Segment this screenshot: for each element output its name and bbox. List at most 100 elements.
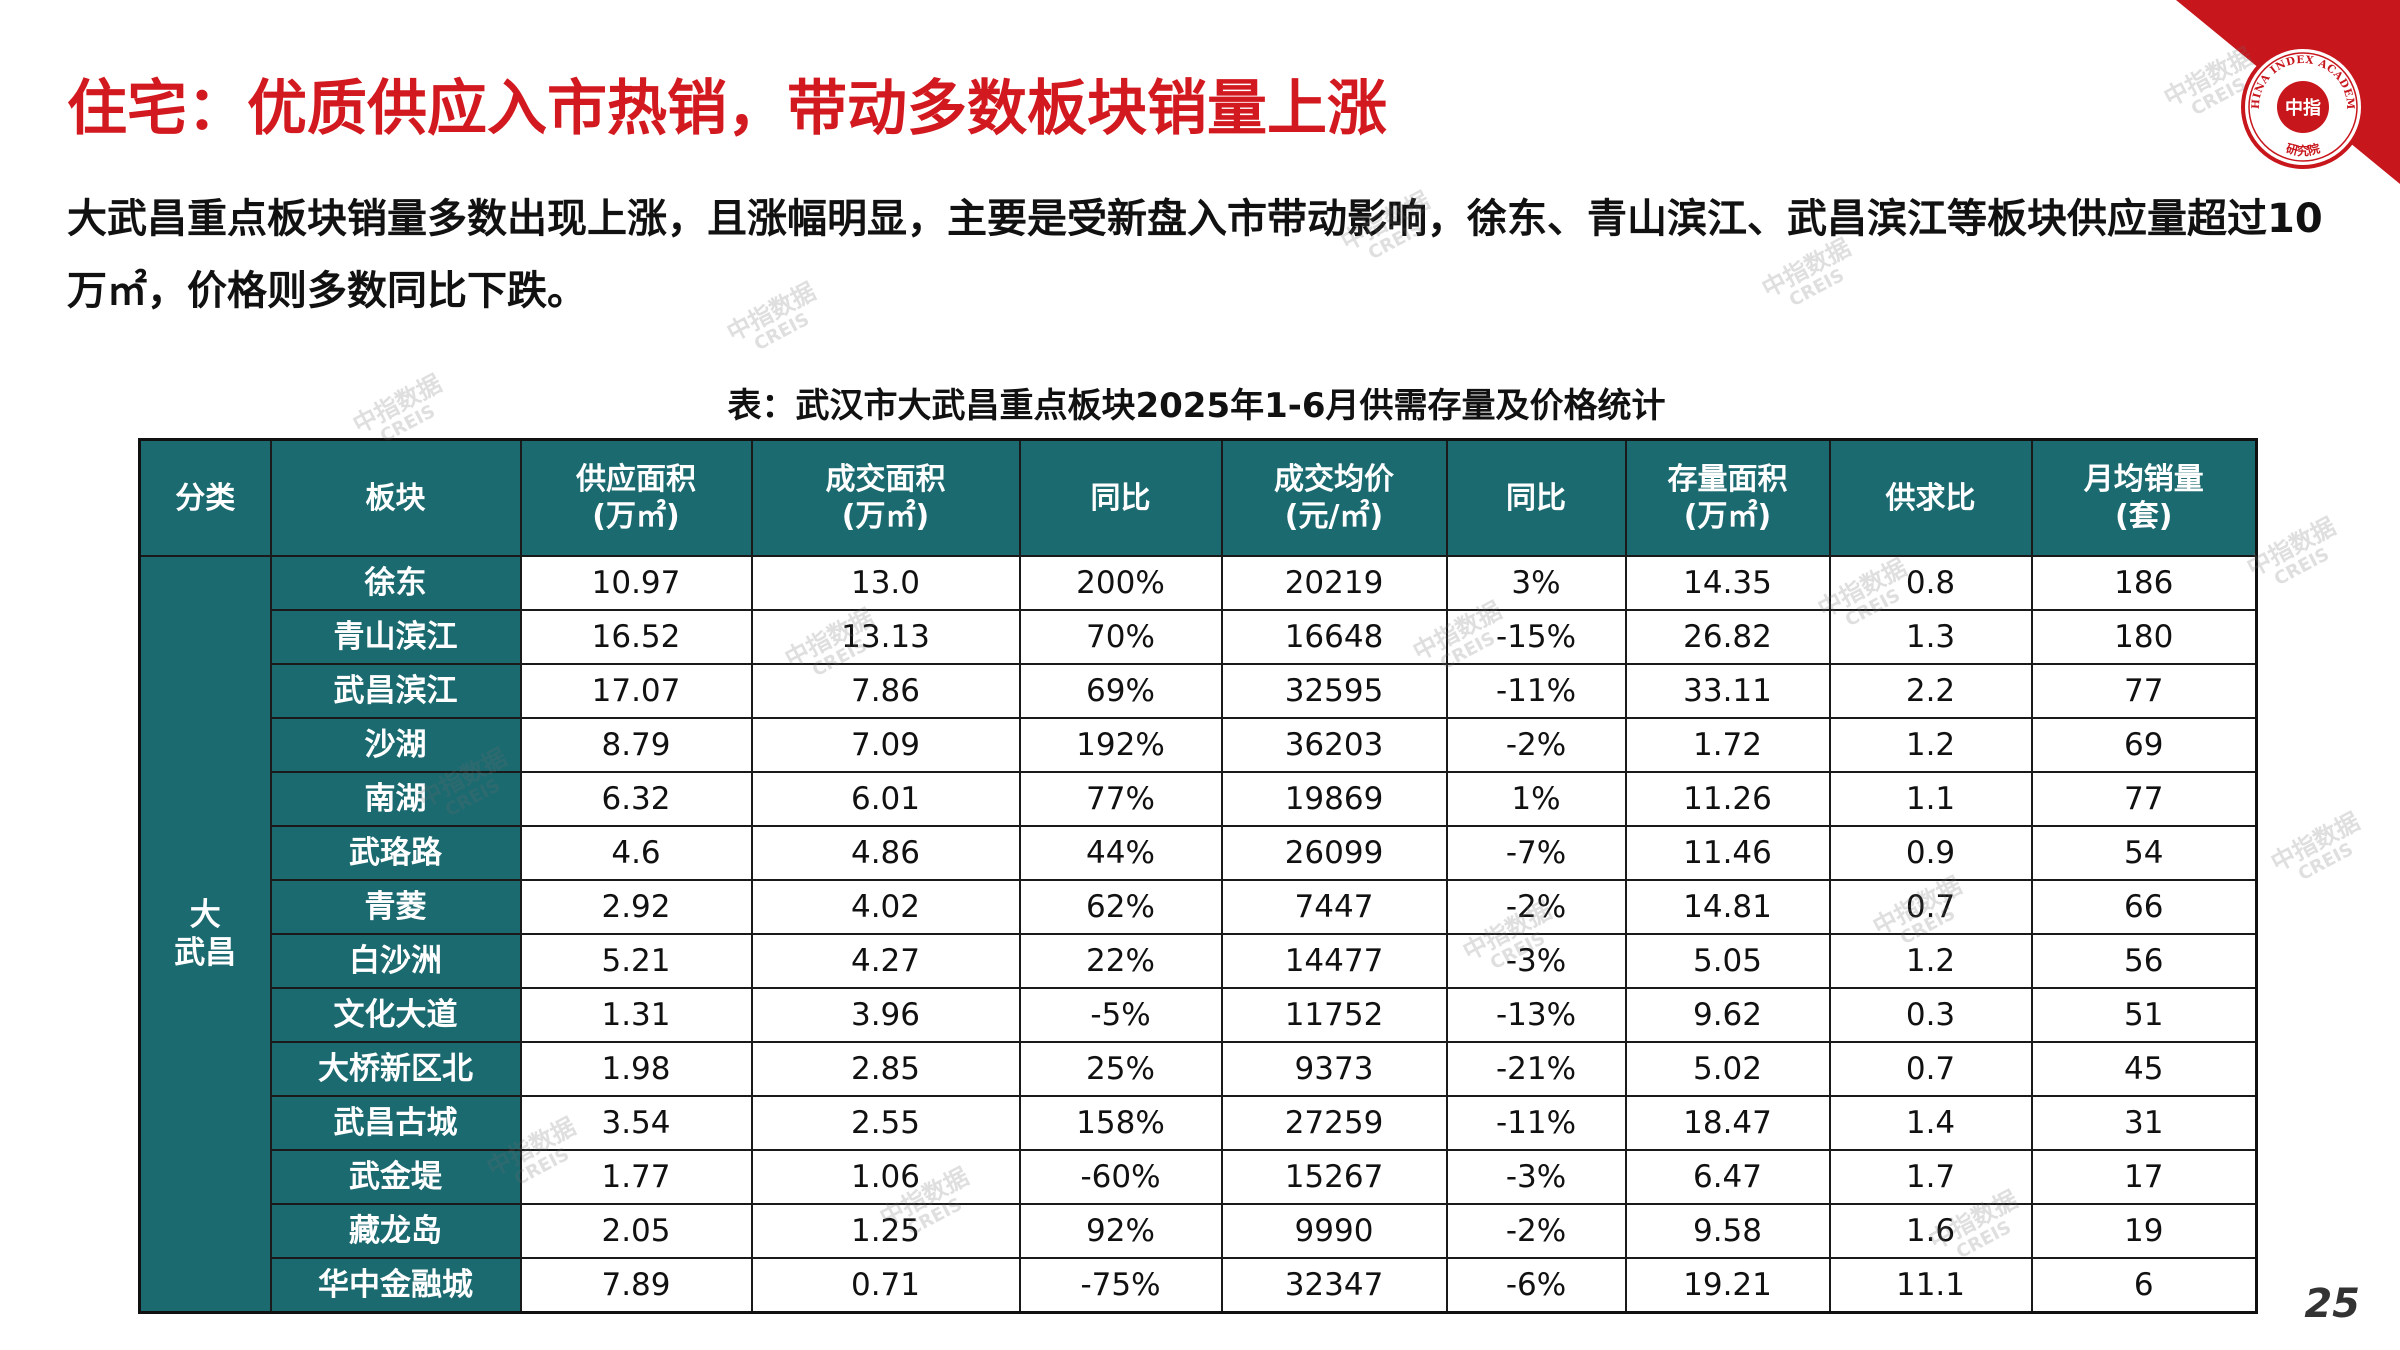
monthly-sales-cell: 69 [2030, 717, 2258, 773]
inventory-area-cell: 11.46 [1624, 825, 1831, 881]
avg-price-yoy-cell: -2% [1445, 717, 1627, 773]
table-row: 南湖 6.32 6.01 77% 19869 1% 11.26 1.1 77 [140, 771, 2258, 827]
supply-demand-ratio-cell: 11.1 [1828, 1257, 2033, 1314]
slide-title: 住宅：优质供应入市热销，带动多数板块销量上涨 [67, 74, 1387, 144]
avg-price-cell: 9990 [1220, 1203, 1448, 1259]
supply-area-cell: 16.52 [519, 609, 753, 665]
watermark: 中指数据 CREIS [2252, 801, 2387, 901]
monthly-sales-cell: 45 [2030, 1041, 2258, 1097]
inventory-area-cell: 6.47 [1624, 1149, 1831, 1205]
block-name-cell: 青山滨江 [269, 609, 522, 665]
deal-area-yoy-cell: 192% [1018, 717, 1223, 773]
avg-price-yoy-cell: -6% [1445, 1257, 1627, 1314]
avg-price-yoy-cell: -3% [1445, 933, 1627, 989]
supply-demand-ratio-cell: 2.2 [1828, 663, 2033, 719]
avg-price-cell: 11752 [1220, 987, 1448, 1043]
block-name-cell: 徐东 [269, 555, 522, 611]
inventory-area-cell: 5.02 [1624, 1041, 1831, 1097]
avg-price-yoy-cell: -13% [1445, 987, 1627, 1043]
deal-area-cell: 4.86 [750, 825, 1021, 881]
inventory-area-cell: 14.81 [1624, 879, 1831, 935]
deal-area-cell: 4.02 [750, 879, 1021, 935]
page-number: 25 [2304, 1281, 2360, 1327]
corner-logo-area: CHINA INDEX ACADEMY 中指 研究院 [2160, 0, 2400, 184]
block-name-cell: 武昌古城 [269, 1095, 522, 1151]
avg-price-yoy-cell: -2% [1445, 879, 1627, 935]
avg-price-cell: 36203 [1220, 717, 1448, 773]
inventory-area-cell: 26.82 [1624, 609, 1831, 665]
block-name-cell: 文化大道 [269, 987, 522, 1043]
supply-demand-ratio-cell: 0.3 [1828, 987, 2033, 1043]
statistics-table: 分类 板块 供应面积 (万㎡) 成交面积 (万㎡) 同比 成交均价 (元/㎡) … [138, 438, 2258, 1314]
supply-area-cell: 2.92 [519, 879, 753, 935]
block-name-cell: 华中金融城 [269, 1257, 522, 1314]
logo-inner-ring [2248, 52, 2358, 162]
deal-area-cell: 7.86 [750, 663, 1021, 719]
avg-price-yoy-cell: -7% [1445, 825, 1627, 881]
deal-area-yoy-cell: -75% [1018, 1257, 1223, 1314]
inventory-area-cell: 9.62 [1624, 987, 1831, 1043]
block-name-cell: 武昌滨江 [269, 663, 522, 719]
monthly-sales-cell: 66 [2030, 879, 2258, 935]
table-row: 文化大道 1.31 3.96 -5% 11752 -13% 9.62 0.3 51 [140, 987, 2258, 1043]
monthly-sales-cell: 180 [2030, 609, 2258, 665]
deal-area-yoy-cell: 158% [1018, 1095, 1223, 1151]
header-monthly-sales: 月均销量 (套) [2030, 438, 2258, 557]
supply-demand-ratio-cell: 0.7 [1828, 1041, 2033, 1097]
monthly-sales-cell: 19 [2030, 1203, 2258, 1259]
inventory-area-cell: 5.05 [1624, 933, 1831, 989]
deal-area-yoy-cell: 200% [1018, 555, 1223, 611]
header-row: 分类 板块 供应面积 (万㎡) 成交面积 (万㎡) 同比 成交均价 (元/㎡) … [138, 438, 2258, 557]
avg-price-yoy-cell: 3% [1445, 555, 1627, 611]
table-row: 青菱 2.92 4.02 62% 7447 -2% 14.81 0.7 66 [140, 879, 2258, 935]
header-supply-area: 供应面积 (万㎡) [519, 438, 753, 557]
header-supply-demand-ratio: 供求比 [1828, 438, 2033, 557]
category-cell: 大 武昌 [138, 555, 272, 1314]
watermark-text: 中指数据 [2266, 807, 2365, 878]
avg-price-cell: 32347 [1220, 1257, 1448, 1314]
logo-center-text: 中指 [2285, 97, 2321, 119]
supply-demand-ratio-cell: 1.2 [1828, 717, 2033, 773]
deal-area-cell: 1.25 [750, 1203, 1021, 1259]
deal-area-yoy-cell: 22% [1018, 933, 1223, 989]
deal-area-yoy-cell: 77% [1018, 771, 1223, 827]
block-name-cell: 青菱 [269, 879, 522, 935]
inventory-area-cell: 11.26 [1624, 771, 1831, 827]
supply-area-cell: 3.54 [519, 1095, 753, 1151]
inventory-area-cell: 1.72 [1624, 717, 1831, 773]
header-deal-area-yoy: 同比 [1018, 438, 1223, 557]
deal-area-cell: 2.85 [750, 1041, 1021, 1097]
deal-area-cell: 13.0 [750, 555, 1021, 611]
supply-demand-ratio-cell: 0.7 [1828, 879, 2033, 935]
svg-text:研究院: 研究院 [2285, 140, 2322, 158]
avg-price-yoy-cell: -15% [1445, 609, 1627, 665]
supply-area-cell: 1.98 [519, 1041, 753, 1097]
supply-area-cell: 4.6 [519, 825, 753, 881]
avg-price-yoy-cell: -2% [1445, 1203, 1627, 1259]
header-inventory-area: 存量面积 (万㎡) [1624, 438, 1831, 557]
deal-area-yoy-cell: 62% [1018, 879, 1223, 935]
deal-area-yoy-cell: -60% [1018, 1149, 1223, 1205]
monthly-sales-cell: 56 [2030, 933, 2258, 989]
supply-demand-ratio-cell: 0.8 [1828, 555, 2033, 611]
supply-area-cell: 1.31 [519, 987, 753, 1043]
monthly-sales-cell: 31 [2030, 1095, 2258, 1151]
supply-area-cell: 8.79 [519, 717, 753, 773]
monthly-sales-cell: 51 [2030, 987, 2258, 1043]
supply-area-cell: 1.77 [519, 1149, 753, 1205]
supply-area-cell: 2.05 [519, 1203, 753, 1259]
deal-area-yoy-cell: 44% [1018, 825, 1223, 881]
avg-price-cell: 26099 [1220, 825, 1448, 881]
block-name-cell: 白沙洲 [269, 933, 522, 989]
avg-price-yoy-cell: 1% [1445, 771, 1627, 827]
supply-demand-ratio-cell: 1.2 [1828, 933, 2033, 989]
avg-price-cell: 14477 [1220, 933, 1448, 989]
logo-bottom-text: 研究院 [2285, 140, 2322, 158]
deal-area-yoy-cell: -5% [1018, 987, 1223, 1043]
deal-area-cell: 13.13 [750, 609, 1021, 665]
header-avg-price-yoy: 同比 [1445, 438, 1627, 557]
block-name-cell: 沙湖 [269, 717, 522, 773]
avg-price-cell: 20219 [1220, 555, 1448, 611]
supply-demand-ratio-cell: 1.1 [1828, 771, 2033, 827]
deal-area-cell: 4.27 [750, 933, 1021, 989]
